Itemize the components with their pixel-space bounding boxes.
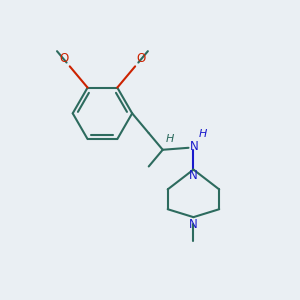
Text: H: H: [198, 129, 207, 139]
Text: N: N: [189, 169, 198, 182]
Text: N: N: [189, 218, 198, 231]
Text: O: O: [136, 52, 146, 65]
Text: O: O: [59, 52, 69, 65]
Text: N: N: [190, 140, 198, 153]
Text: H: H: [166, 134, 174, 144]
